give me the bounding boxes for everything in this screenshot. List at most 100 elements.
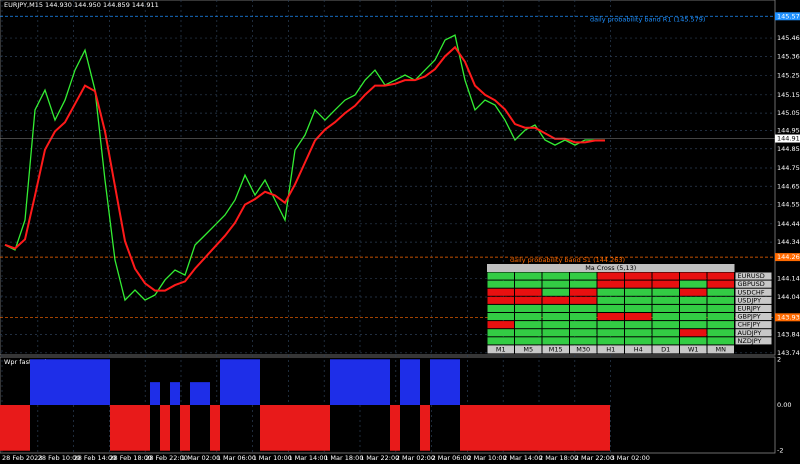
col-label: M15 xyxy=(549,345,563,353)
ma-cell xyxy=(625,321,652,329)
y-tick-label: 143.740 xyxy=(777,349,800,357)
ma-cell xyxy=(625,296,652,304)
ma-cell xyxy=(625,313,652,321)
y-tick-label: 145.460 xyxy=(777,34,800,42)
wpr-bar xyxy=(530,405,540,451)
ma-cell xyxy=(652,304,679,312)
wpr-bar xyxy=(170,382,180,405)
col-label-box xyxy=(542,345,569,354)
ma-cell xyxy=(542,272,569,280)
ma-cell xyxy=(487,329,514,337)
table-title: Ma Cross (5,13) xyxy=(585,264,636,272)
ma-cell xyxy=(570,329,597,337)
row-label: NZDJPY xyxy=(738,337,762,345)
wpr-bar xyxy=(430,359,440,405)
ma-cell xyxy=(680,329,707,337)
wpr-bar xyxy=(410,359,420,405)
wpr-bar xyxy=(60,359,70,405)
level-label: daily probability band R1 (145.579) xyxy=(590,15,705,23)
ma-cell xyxy=(707,337,734,345)
main-panel xyxy=(0,0,776,356)
ma-cell xyxy=(570,272,597,280)
wpr-bar xyxy=(240,359,250,405)
col-label: MN xyxy=(716,345,727,353)
row-label-box xyxy=(735,321,772,329)
ma-cell xyxy=(515,288,542,296)
x-tick-label: 28 Feb 14:00 xyxy=(74,454,117,462)
ma-cell xyxy=(680,304,707,312)
level-label: daily probability band S1 (144.263) xyxy=(510,256,625,264)
level-tag: 143.934 xyxy=(777,313,800,321)
x-tick-label: 3 Mar 02:00 xyxy=(611,454,650,462)
wpr-bar xyxy=(50,359,60,405)
ma-cell xyxy=(680,272,707,280)
x-tick-label: 28 Feb 18:00 xyxy=(109,454,152,462)
sub-tick-label: 0.00 xyxy=(777,401,791,409)
x-tick-label: 1 Mar 06:00 xyxy=(217,454,256,462)
wpr-bar xyxy=(330,359,340,405)
x-tick-label: 28 Feb 2023 xyxy=(2,454,42,462)
wpr-bar xyxy=(80,359,90,405)
wpr-bar xyxy=(140,405,150,451)
ma-cell xyxy=(707,329,734,337)
col-label: M1 xyxy=(496,345,506,353)
ma-cell xyxy=(625,329,652,337)
row-label: USDJPY xyxy=(738,296,762,304)
level-tag: 144.263 xyxy=(777,253,800,261)
ma-cell xyxy=(707,288,734,296)
wpr-bar xyxy=(510,405,520,451)
wpr-bar xyxy=(130,405,140,451)
ma-cell xyxy=(652,329,679,337)
ma-cell xyxy=(570,280,597,288)
ma-cell xyxy=(625,272,652,280)
row-label: AUDJPY xyxy=(738,329,762,337)
row-label-box xyxy=(735,304,772,312)
ma-cell xyxy=(570,304,597,312)
x-tick-label: 2 Mar 06:00 xyxy=(432,454,471,462)
price-line xyxy=(4,45,605,292)
y-tick-label: 145.255 xyxy=(777,72,800,80)
wpr-bar xyxy=(260,405,270,451)
wpr-bar xyxy=(370,359,380,405)
y-tick-label: 145.360 xyxy=(777,52,800,60)
wpr-bar xyxy=(340,359,350,405)
ma-cell xyxy=(652,288,679,296)
wpr-bar xyxy=(0,405,10,451)
row-label-box xyxy=(735,337,772,345)
ma-cell xyxy=(570,337,597,345)
ma-cell xyxy=(570,296,597,304)
col-label-box xyxy=(680,345,707,354)
level-tag: 145.579 xyxy=(777,12,800,20)
ma-cell xyxy=(487,337,514,345)
wpr-bar xyxy=(90,359,100,405)
wpr-bar xyxy=(580,405,590,451)
col-label: M30 xyxy=(576,345,590,353)
ma-cell xyxy=(625,288,652,296)
col-label: H4 xyxy=(634,345,643,353)
wpr-bar xyxy=(360,359,370,405)
wpr-bar xyxy=(350,359,360,405)
wpr-bar xyxy=(200,382,210,405)
wpr-bar xyxy=(180,405,190,451)
wpr-bar xyxy=(390,405,400,451)
wpr-bar xyxy=(160,405,170,451)
ma-cell xyxy=(515,337,542,345)
wpr-bar xyxy=(310,405,320,451)
ma-cell xyxy=(515,304,542,312)
wpr-bar xyxy=(380,359,390,405)
ma-cell xyxy=(515,313,542,321)
col-label: D1 xyxy=(661,345,670,353)
ma-cell xyxy=(487,321,514,329)
level-tag-box xyxy=(775,12,800,21)
wpr-bar xyxy=(100,359,110,405)
ma-cell xyxy=(707,280,734,288)
y-tick-label: 144.045 xyxy=(777,293,800,301)
row-label-box xyxy=(735,288,772,296)
wpr-bar xyxy=(600,405,610,451)
current-tag: 144.911 xyxy=(777,135,800,143)
ma-cell xyxy=(487,280,514,288)
ma-cell xyxy=(652,313,679,321)
wpr-bar xyxy=(540,405,550,451)
ma-cell xyxy=(680,288,707,296)
